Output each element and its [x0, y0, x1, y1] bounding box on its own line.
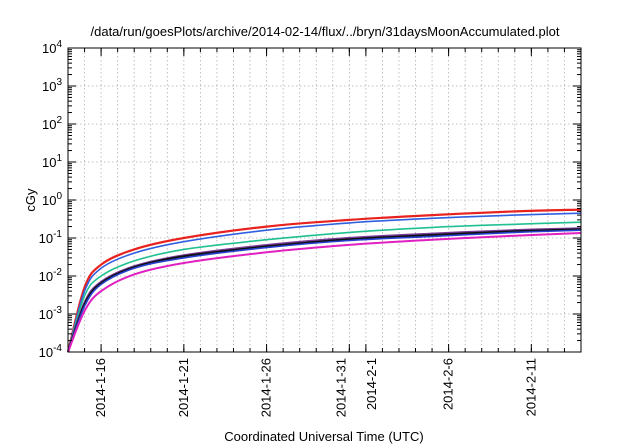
y-tick-label: 101 [42, 153, 62, 170]
series-line-3 [67, 221, 582, 353]
axes: 10-4 10-3 10-2 10-1 100 101 102 103 104 2014-1-16… [39, 39, 582, 417]
x-tick-label: 2014-2-11 [523, 358, 538, 416]
x-tick-label: 2014-2-1 [364, 358, 379, 410]
y-tick-label: 103 [42, 77, 62, 94]
chart-title: /data/run/goesPlots/archive/2014-02-14/f… [91, 24, 560, 39]
y-tick-label: 100 [42, 191, 62, 208]
series-line-5 [67, 228, 582, 353]
x-tick-label: 2014-1-16 [93, 358, 108, 417]
x-tick-label: 2014-1-26 [259, 358, 274, 417]
y-tick-label: 10-3 [39, 305, 63, 322]
y-tick-label: 10-1 [39, 229, 63, 246]
y-tick-label: 102 [42, 115, 62, 132]
y-tick-label: 104 [42, 39, 62, 56]
series-line-1 [66, 208, 582, 353]
x-tick-label: 2014-2-6 [441, 358, 456, 410]
series-line-7 [67, 232, 582, 353]
series-lines [66, 208, 582, 353]
series-line-2 [67, 212, 582, 353]
x-tick-label: 2014-1-21 [176, 358, 191, 417]
series-line-4 [66, 227, 582, 353]
y-axis-label: cGy [23, 188, 38, 212]
y-tick-label: 10-2 [39, 267, 63, 284]
x-tick-label: 2014-1-31 [333, 358, 348, 417]
y-tick-label: 10-4 [39, 343, 63, 360]
grid [68, 48, 581, 352]
x-axis-label: Coordinated Universal Time (UTC) [224, 429, 423, 444]
series-line-6 [67, 229, 582, 353]
